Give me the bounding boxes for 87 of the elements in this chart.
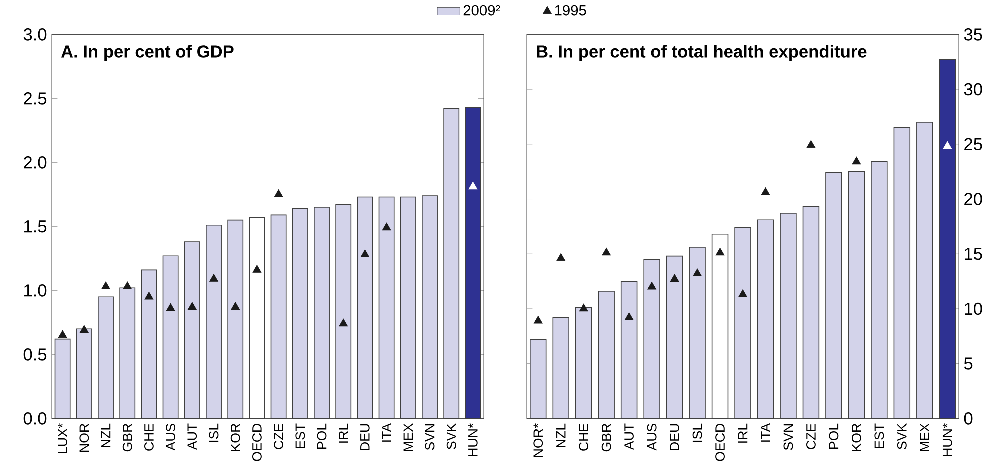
y-tick-label: 0.0 — [24, 412, 47, 425]
point — [339, 319, 348, 327]
x-tick-label: CHE — [579, 424, 589, 452]
point — [231, 302, 240, 310]
y-tick-label: 15 — [965, 248, 982, 260]
x-tick-label: AUS — [647, 424, 657, 451]
point — [468, 182, 478, 190]
x-tick-label: ITA — [382, 424, 392, 442]
x-tick-label: HUN* — [468, 424, 478, 457]
text: B. In per cent of total health expenditure — [537, 45, 867, 62]
y-tick-label: 25 — [964, 138, 982, 151]
x-tick-label: AUS — [166, 424, 176, 451]
y-tick-label: 1.5 — [24, 220, 47, 233]
x-tick-label: IRL — [738, 424, 748, 444]
point — [670, 274, 680, 282]
x-tick-label: EST — [874, 424, 884, 448]
point — [693, 268, 702, 277]
point — [534, 316, 543, 324]
point — [806, 140, 816, 148]
x-tick-label: KOR — [852, 424, 862, 452]
text: A. In per cent of GDP — [61, 45, 234, 62]
y-tick-label: 0.5 — [24, 348, 47, 361]
point — [943, 142, 952, 150]
x-tick-label: SVK — [446, 424, 456, 450]
x-tick-label: ISL — [209, 424, 219, 442]
x-tick-label: ITA — [761, 424, 770, 442]
point — [602, 248, 612, 256]
point — [166, 304, 176, 312]
x-tick-label: NZL — [556, 424, 566, 448]
point — [761, 188, 770, 196]
y-tick-label: 2.0 — [24, 156, 47, 169]
y-tick-label: 35 — [964, 28, 982, 41]
x-tick-label: IRL — [339, 424, 348, 444]
x-tick-label: ISL — [692, 424, 702, 442]
x-tick-label: CZE — [274, 424, 284, 450]
point — [738, 290, 748, 298]
x-tick-label: DEU — [670, 424, 680, 451]
x-tick-label: CZE — [806, 424, 816, 450]
y-tick-label: 30 — [964, 84, 982, 96]
point — [58, 330, 68, 338]
x-tick-label: LUX* — [58, 424, 68, 454]
x-tick-label: SVN — [784, 424, 794, 450]
y-tick-label: 20 — [964, 193, 982, 206]
x-tick-label: OECD — [252, 424, 262, 462]
point — [80, 325, 89, 334]
legend-label: 2009² — [464, 6, 500, 16]
point — [852, 157, 862, 165]
point — [624, 312, 634, 321]
x-tick-label: GBR — [602, 424, 612, 452]
point — [188, 302, 197, 310]
point — [360, 250, 370, 258]
point — [716, 248, 725, 256]
x-tick-label: POL — [317, 424, 327, 450]
legend-label: 1995 — [555, 6, 586, 16]
x-tick-label: NOR* — [534, 424, 544, 458]
x-tick-label: POL — [829, 424, 839, 450]
point — [274, 190, 284, 198]
point — [556, 254, 566, 262]
x-tick-label: CHE — [144, 424, 154, 452]
x-tick-label: SVK — [897, 424, 907, 450]
point — [210, 274, 218, 282]
x-tick-label: KOR — [230, 424, 240, 452]
y-tick-label: 10 — [965, 302, 982, 316]
point — [648, 282, 656, 290]
y-tick-label: 2.5 — [24, 92, 47, 105]
y-tick-label: 3.0 — [24, 28, 47, 41]
x-tick-label: GBR — [122, 424, 132, 452]
x-tick-label: NZL — [101, 424, 111, 448]
point — [102, 282, 110, 290]
x-tick-label: EST — [296, 424, 306, 448]
x-tick-label: OECD — [716, 424, 725, 462]
y-tick-label: 5 — [964, 358, 973, 370]
y-tick-label: 1.0 — [24, 284, 47, 297]
point — [579, 304, 588, 312]
x-tick-label: AUT — [624, 424, 634, 450]
x-tick-label: MEX — [404, 424, 413, 452]
point — [144, 292, 154, 300]
point — [252, 265, 262, 274]
x-tick-label: AUT — [188, 424, 198, 450]
point — [382, 223, 392, 231]
x-tick-label: SVN — [425, 424, 435, 450]
x-tick-label: DEU — [360, 424, 370, 451]
x-tick-label: HUN* — [942, 424, 952, 457]
x-tick-label: MEX — [920, 424, 930, 452]
x-tick-label: NOR — [80, 424, 90, 452]
y-tick-label: 0 — [964, 412, 973, 425]
point — [123, 282, 132, 290]
